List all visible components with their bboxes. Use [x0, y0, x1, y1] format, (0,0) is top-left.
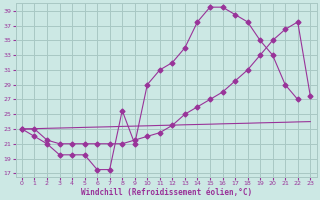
X-axis label: Windchill (Refroidissement éolien,°C): Windchill (Refroidissement éolien,°C) — [81, 188, 252, 197]
